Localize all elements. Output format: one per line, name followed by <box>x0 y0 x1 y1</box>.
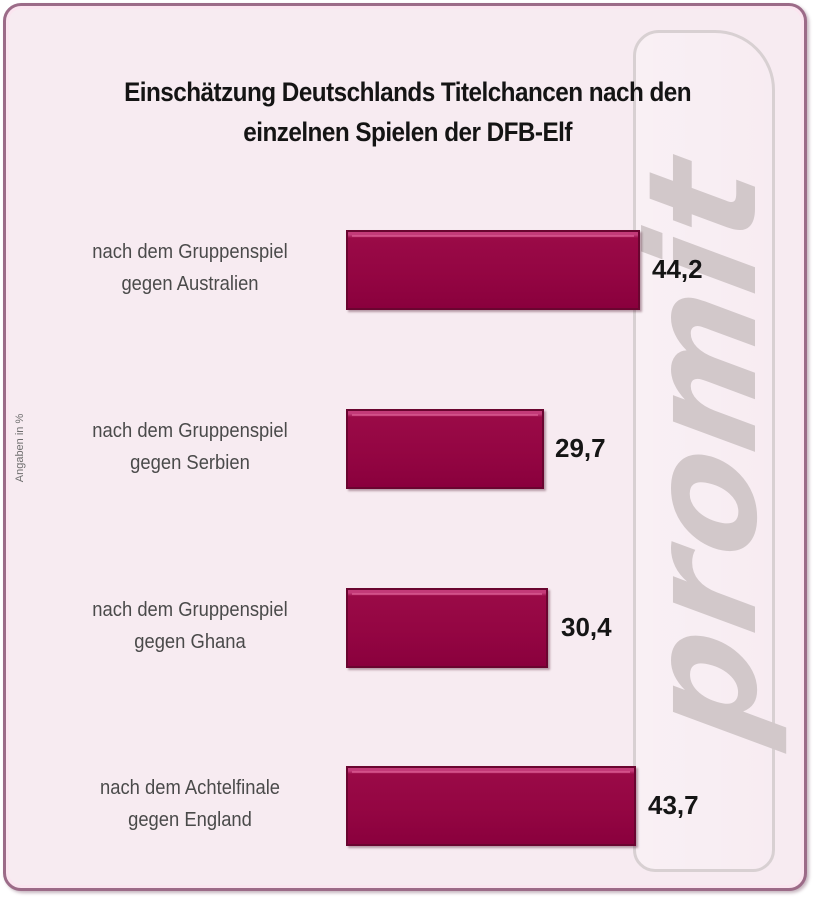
category-label-line-2: gegen England <box>128 809 252 831</box>
bar-row: nach dem Achtelfinale gegen England 43,7 <box>0 766 816 846</box>
category-label: nach dem Achtelfinale gegen England <box>52 772 328 836</box>
category-label-line-1: nach dem Gruppenspiel <box>92 599 288 621</box>
bar-row: nach dem Gruppenspiel gegen Serbien 29,7 <box>0 409 816 489</box>
category-label-line-1: nach dem Achtelfinale <box>99 777 281 799</box>
watermark-tab <box>633 30 775 872</box>
category-label-line-1: nach dem Gruppenspiel <box>92 420 288 442</box>
value-label: 29,7 <box>555 433 606 463</box>
category-label-line-2: gegen Australien <box>121 273 259 295</box>
chart-title: Einschätzung Deutschlands Titelchancen n… <box>40 72 774 152</box>
category-label: nach dem Gruppenspiel gegen Serbien <box>52 415 328 479</box>
bar-row: nach dem Gruppenspiel gegen Ghana 30,4 <box>0 588 816 668</box>
bar-row: nach dem Gruppenspiel gegen Australien 4… <box>0 230 816 310</box>
category-label-line-2: gegen Ghana <box>134 631 246 653</box>
bar <box>346 766 636 846</box>
value-label: 43,7 <box>648 790 699 820</box>
bar <box>346 588 548 668</box>
value-label: 30,4 <box>561 612 612 642</box>
bar <box>346 230 640 310</box>
category-label: nach dem Gruppenspiel gegen Ghana <box>52 594 328 658</box>
chart-title-line-1: Einschätzung Deutschlands Titelchancen n… <box>124 77 692 107</box>
bar <box>346 409 544 489</box>
category-label-line-2: gegen Serbien <box>130 452 250 474</box>
chart-title-line-2: einzelnen Spielen der DFB-Elf <box>243 117 572 147</box>
category-label: nach dem Gruppenspiel gegen Australien <box>52 236 328 300</box>
value-label: 44,2 <box>652 254 703 284</box>
category-label-line-1: nach dem Gruppenspiel <box>92 241 288 263</box>
